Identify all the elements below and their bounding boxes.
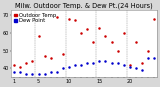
Legend: Outdoor Temp, Dew Point: Outdoor Temp, Dew Point [14, 13, 57, 24]
Title: Milw. Outdoor Temp. & Dew Pt.(24 Hours): Milw. Outdoor Temp. & Dew Pt.(24 Hours) [15, 3, 153, 9]
